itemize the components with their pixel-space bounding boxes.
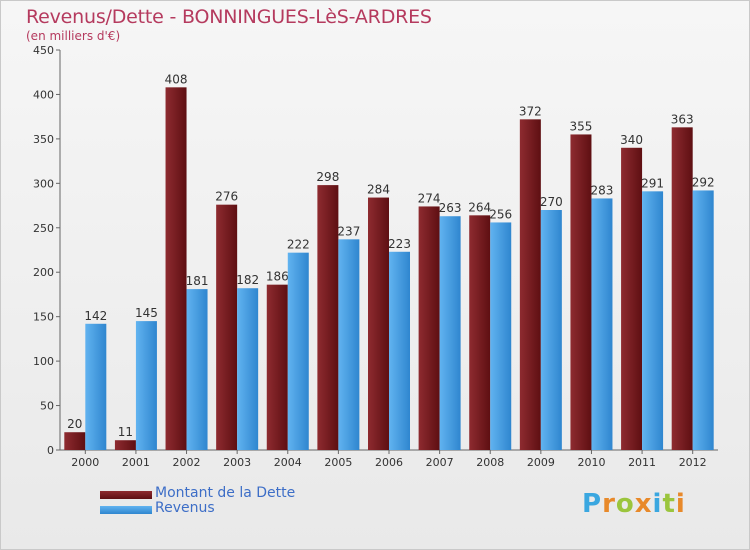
data-label-dette: 298 — [316, 170, 339, 184]
bar-dette — [671, 127, 693, 450]
y-tick-label: 100 — [33, 355, 54, 368]
data-label-revenus: 291 — [641, 176, 664, 190]
y-tick-label: 350 — [33, 133, 54, 146]
data-label-dette: 284 — [367, 183, 390, 197]
data-label-revenus: 270 — [540, 195, 563, 209]
data-label-revenus: 181 — [186, 274, 209, 288]
data-label-dette: 264 — [468, 200, 491, 214]
bar-dette — [317, 185, 339, 450]
x-tick-label: 2009 — [527, 456, 555, 469]
x-tick-label: 2001 — [122, 456, 150, 469]
bar-revenus — [540, 210, 562, 450]
data-label-dette: 372 — [519, 104, 542, 118]
data-label-revenus: 142 — [84, 309, 107, 323]
x-tick-label: 2005 — [324, 456, 352, 469]
data-label-revenus: 283 — [591, 183, 614, 197]
data-label-dette: 186 — [266, 270, 289, 284]
chart-title: Revenus/Dette - BONNINGUES-LèS-ARDRES — [26, 6, 432, 28]
logo-letter: t — [662, 489, 676, 519]
data-label-dette: 340 — [620, 133, 643, 147]
x-tick-label: 2007 — [426, 456, 454, 469]
y-tick-label: 450 — [33, 44, 54, 57]
bar-revenus — [490, 222, 512, 450]
bar-revenus — [287, 252, 309, 450]
proxiti-logo: Proxiti — [582, 489, 686, 519]
y-tick-label: 0 — [47, 444, 54, 457]
data-label-dette: 11 — [118, 425, 133, 439]
bar-revenus — [186, 289, 208, 450]
data-label-revenus: 182 — [236, 273, 259, 287]
data-label-revenus: 223 — [388, 237, 411, 251]
data-label-revenus: 145 — [135, 306, 158, 320]
x-tick-label: 2004 — [274, 456, 302, 469]
y-tick-label: 300 — [33, 177, 54, 190]
legend-label-dette: Montant de la Dette — [155, 485, 296, 501]
bar-dette — [216, 204, 238, 450]
data-label-revenus: 292 — [692, 175, 715, 189]
bar-dette — [114, 440, 136, 450]
bar-revenus — [591, 198, 613, 450]
y-tick-label: 50 — [40, 400, 54, 413]
legend-swatch-dette — [100, 491, 152, 499]
y-tick-label: 200 — [33, 266, 54, 279]
bar-revenus — [338, 239, 360, 450]
legend-label-revenus: Revenus — [155, 500, 215, 516]
bar-dette — [266, 284, 288, 450]
bar-revenus — [237, 288, 259, 450]
data-label-dette: 355 — [570, 119, 593, 133]
bar-dette — [64, 432, 86, 450]
logo-letter: o — [615, 489, 635, 519]
bar-dette — [621, 147, 643, 450]
x-tick-label: 2012 — [679, 456, 707, 469]
logo-letter: P — [582, 489, 603, 519]
bar-revenus — [389, 251, 410, 450]
bar-dette — [570, 134, 592, 450]
x-tick-label: 2006 — [375, 456, 403, 469]
y-tick-label: 400 — [33, 88, 54, 101]
bar-revenus — [85, 323, 107, 450]
data-label-dette: 274 — [418, 191, 441, 205]
bar-dette — [469, 215, 491, 450]
y-tick-label: 250 — [33, 222, 54, 235]
x-tick-label: 2003 — [223, 456, 251, 469]
x-tick-label: 2010 — [577, 456, 605, 469]
bar-revenus — [692, 190, 714, 450]
bar-revenus — [439, 216, 461, 450]
data-label-dette: 20 — [67, 417, 82, 431]
bar-revenus — [135, 321, 157, 450]
bar-revenus — [642, 191, 664, 451]
data-label-revenus: 256 — [489, 207, 512, 221]
data-label-revenus: 222 — [287, 238, 310, 252]
bar-dette — [368, 197, 389, 450]
data-label-revenus: 263 — [439, 201, 462, 215]
data-label-revenus: 237 — [337, 224, 360, 238]
bar-dette — [519, 119, 541, 450]
logo-letter: r — [602, 489, 616, 519]
bar-dette — [418, 206, 440, 450]
legend-swatch-revenus — [100, 506, 152, 514]
x-tick-label: 2000 — [71, 456, 99, 469]
x-tick-label: 2002 — [173, 456, 201, 469]
y-tick-label: 150 — [33, 311, 54, 324]
data-label-dette: 276 — [215, 190, 238, 204]
bar-dette — [165, 87, 187, 450]
data-label-dette: 408 — [165, 72, 188, 86]
x-tick-label: 2008 — [476, 456, 504, 469]
chart-subtitle: (en milliers d'€) — [26, 29, 121, 43]
logo-letter: i — [652, 489, 663, 519]
logo-letter: i — [675, 489, 686, 519]
data-label-dette: 363 — [671, 112, 694, 126]
logo-letter: x — [634, 489, 653, 519]
x-tick-label: 2011 — [628, 456, 656, 469]
